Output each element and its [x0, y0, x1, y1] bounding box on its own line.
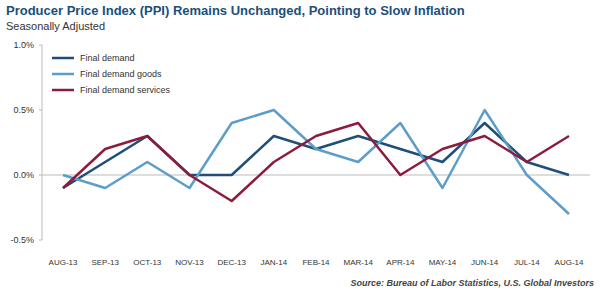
legend-label: Final demand goods: [80, 69, 162, 79]
x-tick-label: MAR-14: [343, 258, 373, 267]
x-tick-label: NOV-13: [175, 258, 204, 267]
legend-swatch: [52, 57, 74, 60]
x-tick-label: AUG-14: [555, 258, 584, 267]
y-tick-label: 0.0%: [13, 170, 34, 180]
legend-swatch: [52, 73, 74, 76]
x-tick-label: AUG-13: [49, 258, 78, 267]
x-tick-label: JUL-14: [514, 258, 540, 267]
series-line: [63, 123, 569, 201]
chart: Producer Price Index (PPI) Remains Uncha…: [0, 0, 600, 293]
series-line: [63, 123, 569, 188]
legend-swatch: [52, 89, 74, 92]
x-tick-label: JAN-14: [260, 258, 287, 267]
series-line: [63, 110, 569, 214]
legend-label: Final demand services: [80, 85, 171, 95]
y-tick-label: -0.5%: [10, 235, 34, 245]
x-tick-label: SEP-13: [91, 258, 119, 267]
legend-label: Final demand: [80, 53, 135, 63]
x-tick-label: FEB-14: [302, 258, 330, 267]
x-tick-label: DEC-13: [217, 258, 246, 267]
subtitle: Seasonally Adjusted: [6, 20, 105, 32]
x-tick-label: OCT-13: [133, 258, 162, 267]
x-tick-label: MAY-14: [429, 258, 457, 267]
y-tick-label: 0.5%: [13, 105, 34, 115]
x-tick-label: APR-14: [386, 258, 415, 267]
title: Producer Price Index (PPI) Remains Uncha…: [6, 3, 465, 18]
y-axis: [42, 45, 43, 240]
plot-area: [63, 110, 569, 214]
source: Source: Bureau of Labor Statistics, U.S.…: [350, 278, 594, 288]
x-tick-label: JUN-14: [471, 258, 499, 267]
y-tick-label: 1.0%: [13, 40, 34, 50]
